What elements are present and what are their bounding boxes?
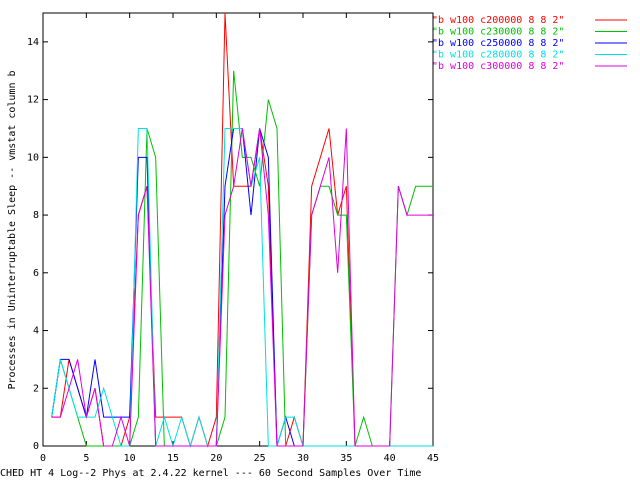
series-line (51, 12, 433, 448)
x-tick-label: 10 (124, 453, 136, 464)
series-line (51, 70, 433, 447)
series-line (51, 128, 433, 447)
y-axis-label: Processes in Uninterruptable Sleep -- vm… (7, 70, 18, 389)
series-line (51, 127, 433, 448)
x-tick-label: 25 (254, 453, 266, 464)
x-tick-label: 30 (297, 453, 309, 464)
x-tick-label: 20 (210, 453, 222, 464)
y-tick-label: 8 (33, 210, 39, 221)
x-tick-label: 45 (427, 453, 439, 464)
y-tick-label: 0 (33, 441, 39, 452)
x-tick-label: 40 (384, 453, 396, 464)
legend-label: "b w100 c200000 8 8 2" (432, 15, 564, 26)
legend-label: "b w100 c250000 8 8 2" (432, 38, 564, 49)
legend-label: "b w100 c300000 8 8 2" (432, 61, 564, 72)
y-tick-label: 14 (27, 37, 39, 48)
y-tick-label: 6 (33, 268, 39, 279)
plot-frame (42, 12, 434, 447)
legend-label: "b w100 c230000 8 8 2" (432, 27, 564, 38)
x-tick-label: 15 (167, 453, 179, 464)
x-tick-label: 5 (83, 453, 89, 464)
x-tick-label: 35 (340, 453, 352, 464)
x-axis-label: CHED HT 4 Log--2 Phys at 2.4.22 kernel -… (0, 468, 421, 479)
series-line (51, 127, 433, 447)
y-tick-label: 10 (27, 152, 39, 163)
y-tick-label: 12 (27, 95, 39, 106)
legend-label: "b w100 c280000 8 8 2" (432, 50, 564, 61)
y-tick-label: 4 (33, 326, 39, 337)
x-tick-label: 0 (40, 453, 46, 464)
y-tick-label: 2 (33, 383, 39, 394)
